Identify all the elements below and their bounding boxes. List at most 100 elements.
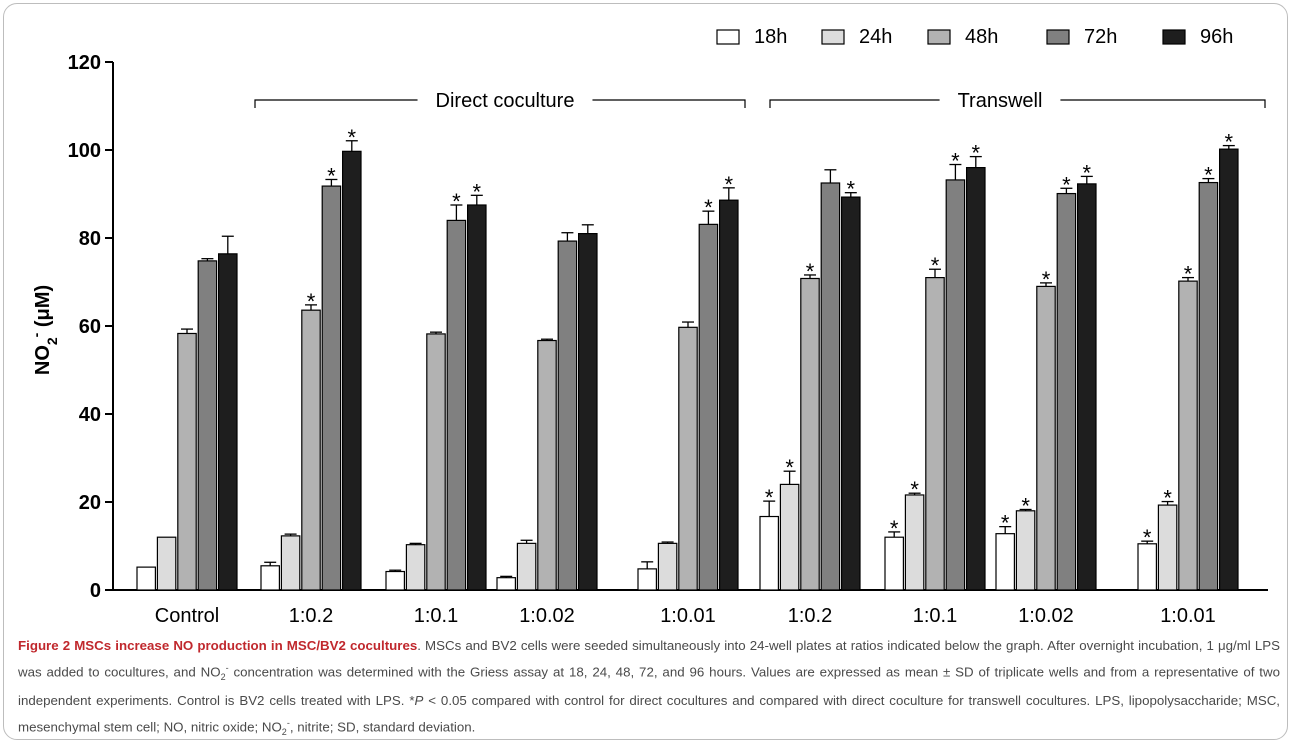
x-tick-label: 1:0.01 (660, 605, 716, 627)
bar (446, 219, 467, 591)
bar (657, 542, 678, 591)
caption-text-4: , nitrite; SD, standard deviation. (289, 719, 476, 735)
bar (718, 199, 739, 591)
legend-label: 72h (1084, 26, 1117, 48)
bar (177, 332, 197, 591)
bar (136, 566, 156, 591)
caption-sub-2: 2 (281, 727, 287, 738)
bar-chart: 0 20 40 60 80 100 120 NO2- (μM) * * * * * * * * * * * * * * * *… (28, 26, 1268, 627)
y-tick-label: 120 (68, 52, 101, 74)
significance-star: * (1163, 486, 1172, 511)
bar (925, 277, 945, 591)
bar (995, 533, 1015, 591)
legend-swatch (927, 29, 951, 45)
bar (884, 536, 904, 591)
bar (218, 253, 238, 591)
bar (637, 568, 657, 591)
bar (496, 577, 516, 591)
x-tick-label: 1:0.2 (289, 605, 333, 627)
significance-star: * (704, 195, 713, 220)
x-tick-label: 1:0.1 (414, 605, 458, 627)
significance-star: * (951, 149, 960, 174)
y-axis-label: NO2- (μM) (28, 285, 60, 375)
legend-swatch (1046, 29, 1070, 45)
bar (156, 536, 177, 591)
bar (840, 196, 861, 591)
bar (1137, 543, 1157, 591)
caption-text-2: concentration was determined with the Gr… (18, 664, 1280, 709)
figure-caption: Figure 2 MSCs increase NO production in … (18, 634, 1280, 744)
y-tick-label: 0 (90, 580, 101, 602)
bar (260, 565, 280, 591)
significance-star: * (327, 163, 336, 188)
bar (945, 179, 966, 591)
legend-label: 48h (965, 26, 998, 48)
bar (1218, 148, 1239, 591)
significance-star: * (785, 455, 794, 480)
legend-label: 24h (859, 26, 892, 48)
x-tick-label: Control (155, 605, 219, 627)
significance-star: * (847, 177, 856, 202)
y-tick-label: 100 (68, 140, 101, 162)
bar (678, 326, 698, 591)
y-tick-label: 40 (79, 404, 101, 426)
legend-swatch (1162, 29, 1186, 45)
significance-star: * (1042, 267, 1051, 292)
bar (321, 185, 342, 591)
significance-star: * (725, 172, 734, 197)
significance-star: * (931, 253, 940, 278)
bar (280, 535, 301, 591)
caption-sub-1: 2 (220, 672, 226, 683)
bar (1157, 504, 1178, 591)
significance-star: * (972, 141, 981, 166)
bar (904, 494, 925, 591)
group-label: Transwell (958, 90, 1043, 112)
group-label-backing (939, 97, 1061, 103)
group-label-backing (417, 97, 593, 103)
bar (820, 182, 841, 591)
legend-swatch (821, 29, 845, 45)
significance-star: * (765, 485, 774, 510)
bar (800, 277, 820, 591)
y-tick-label: 80 (79, 228, 101, 250)
significance-star: * (1225, 130, 1234, 155)
bar (698, 223, 719, 591)
caption-text-3: < 0.05 compared with control for direct … (18, 693, 1280, 735)
figure-frame (3, 3, 1288, 740)
bar (467, 204, 487, 591)
bar (385, 570, 405, 591)
caption-sup-2: - (286, 718, 290, 729)
bar (516, 542, 537, 591)
bar (965, 167, 986, 591)
bar (1036, 285, 1056, 591)
bar (1178, 280, 1198, 591)
significance-star: * (1021, 493, 1030, 518)
significance-star: * (473, 179, 482, 204)
significance-star: * (1143, 525, 1152, 550)
caption-text-1: . MSCs and BV2 cells were seeded simulta… (18, 638, 1280, 680)
x-tick-label: 1:0.02 (519, 605, 575, 627)
significance-star: * (452, 189, 461, 214)
bar (1056, 192, 1077, 591)
significance-star: * (1204, 163, 1213, 188)
caption-sup-1: - (225, 663, 229, 673)
significance-star: * (890, 516, 899, 541)
significance-star: * (1062, 172, 1071, 197)
bar (197, 260, 218, 591)
legend-label: 18h (754, 26, 787, 48)
bar (537, 339, 557, 591)
significance-star: * (1001, 511, 1010, 536)
x-tick-label: 1:0.2 (788, 605, 832, 627)
bar (301, 309, 321, 591)
caption-p-italic: P (414, 693, 424, 709)
bar (779, 483, 800, 591)
bar (342, 150, 362, 591)
group-label: Direct coculture (436, 90, 575, 112)
significance-star: * (348, 125, 357, 150)
bar (405, 544, 426, 591)
bar (557, 240, 578, 591)
bar (1198, 181, 1219, 591)
significance-star: * (806, 259, 815, 284)
legend-label: 96h (1200, 26, 1233, 48)
bar (759, 515, 779, 591)
